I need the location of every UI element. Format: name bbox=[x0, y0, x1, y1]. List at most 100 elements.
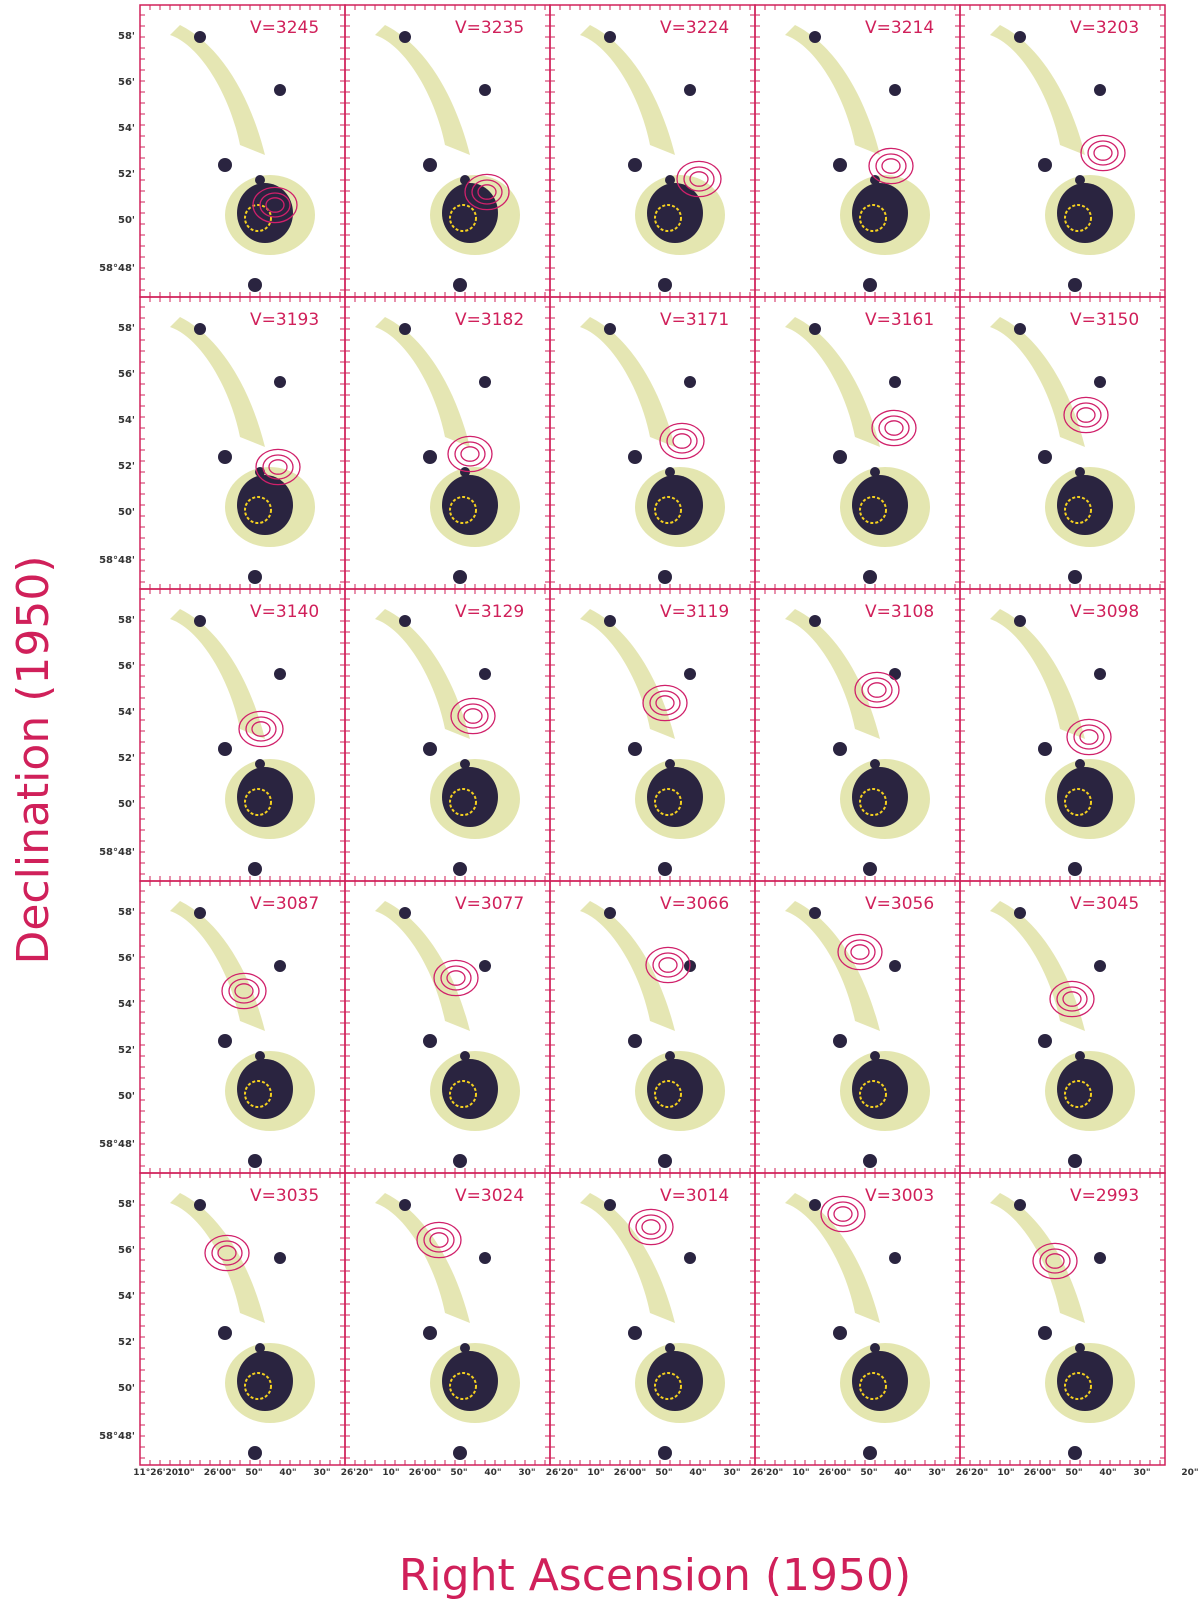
star bbox=[1068, 1154, 1082, 1168]
panel: V=3077 bbox=[345, 881, 550, 1173]
y-tick-label: 54' bbox=[118, 123, 135, 134]
panel-label: V=3056 bbox=[865, 894, 934, 914]
star bbox=[453, 862, 467, 876]
y-tick-label: 52' bbox=[118, 753, 135, 764]
hi-contour bbox=[1077, 408, 1095, 422]
star bbox=[628, 450, 642, 464]
panel-frame bbox=[960, 297, 1165, 589]
star bbox=[1038, 742, 1052, 756]
star bbox=[809, 615, 821, 627]
galaxy-tail bbox=[580, 609, 675, 739]
hi-contour bbox=[659, 958, 677, 972]
galaxy-tail bbox=[580, 317, 675, 447]
star bbox=[248, 570, 262, 584]
star bbox=[870, 467, 880, 477]
star bbox=[870, 759, 880, 769]
star bbox=[399, 31, 411, 43]
hi-contour bbox=[882, 159, 900, 173]
hi-contour bbox=[828, 1202, 858, 1226]
star bbox=[274, 376, 286, 388]
y-tick-label: 58°48' bbox=[99, 555, 135, 566]
panel-label: V=3140 bbox=[250, 602, 319, 622]
hi-contour bbox=[1088, 141, 1118, 165]
panel-label: V=3035 bbox=[250, 1186, 319, 1206]
galaxy-tail bbox=[170, 317, 265, 447]
galaxy-tail bbox=[170, 1193, 265, 1323]
star bbox=[479, 668, 491, 680]
y-tick-label: 58' bbox=[118, 31, 135, 42]
x-tick-label: 26'00" bbox=[204, 1468, 237, 1478]
y-tick-label: 54' bbox=[118, 1291, 135, 1302]
star bbox=[479, 960, 491, 972]
star bbox=[423, 158, 437, 172]
star bbox=[479, 84, 491, 96]
star bbox=[870, 1051, 880, 1061]
panel-label: V=3129 bbox=[455, 602, 524, 622]
hi-contour bbox=[455, 442, 485, 466]
star bbox=[1075, 1343, 1085, 1353]
y-tick-label: 54' bbox=[118, 415, 135, 426]
hi-contour bbox=[834, 1207, 852, 1221]
y-tick-label: 52' bbox=[118, 169, 135, 180]
star bbox=[1075, 1051, 1085, 1061]
x-tick-label: 26'00" bbox=[614, 1468, 647, 1478]
star bbox=[1038, 158, 1052, 172]
star bbox=[658, 570, 672, 584]
panel-label: V=3161 bbox=[865, 310, 934, 330]
x-tick-label: 50" bbox=[245, 1468, 262, 1478]
hi-contour bbox=[885, 421, 903, 435]
hi-contour bbox=[868, 683, 886, 697]
panel-label: V=3182 bbox=[455, 310, 524, 330]
x-tick-label: 10" bbox=[382, 1468, 399, 1478]
panel-frame bbox=[755, 881, 960, 1173]
panel-frame bbox=[140, 5, 345, 297]
y-tick-label: 58°48' bbox=[99, 1431, 135, 1442]
y-tick-label: 50' bbox=[118, 799, 135, 810]
galaxy-tail bbox=[785, 317, 880, 447]
star bbox=[833, 1034, 847, 1048]
x-tick-label: 50" bbox=[860, 1468, 877, 1478]
panel-label: V=3245 bbox=[250, 18, 319, 38]
star bbox=[833, 450, 847, 464]
panel-label: V=3150 bbox=[1070, 310, 1139, 330]
star bbox=[889, 84, 901, 96]
panel-label: V=3098 bbox=[1070, 602, 1139, 622]
star bbox=[658, 1154, 672, 1168]
x-tick-label: 40" bbox=[1099, 1468, 1116, 1478]
hi-contour bbox=[1074, 725, 1104, 749]
star bbox=[218, 450, 232, 464]
panel: V=3161 bbox=[755, 297, 960, 589]
panel-frame bbox=[345, 5, 550, 297]
panel-label: V=3077 bbox=[455, 894, 524, 914]
star bbox=[604, 1199, 616, 1211]
hi-contour bbox=[1071, 403, 1101, 427]
panel: V=3214 bbox=[755, 5, 960, 297]
panel-frame bbox=[140, 589, 345, 881]
galaxy-tail bbox=[375, 25, 470, 155]
star bbox=[809, 323, 821, 335]
x-tick-label: 26'00" bbox=[1024, 1468, 1057, 1478]
panel-label: V=3214 bbox=[865, 18, 934, 38]
star bbox=[863, 570, 877, 584]
panel: V=3003 bbox=[755, 1173, 960, 1465]
star bbox=[423, 450, 437, 464]
star bbox=[194, 323, 206, 335]
hi-contour bbox=[642, 1220, 660, 1234]
star bbox=[658, 278, 672, 292]
star bbox=[684, 376, 696, 388]
y-tick-label: 56' bbox=[118, 369, 135, 380]
star bbox=[479, 376, 491, 388]
figure: Declination (1950) Right Ascension (1950… bbox=[0, 0, 1201, 1614]
panel-label: V=3171 bbox=[660, 310, 729, 330]
hi-contour bbox=[1094, 146, 1112, 160]
panel-frame bbox=[140, 297, 345, 589]
hi-contour bbox=[653, 953, 683, 977]
star bbox=[248, 862, 262, 876]
hi-contour bbox=[862, 678, 892, 702]
star bbox=[453, 1446, 467, 1460]
panel-frame bbox=[755, 297, 960, 589]
panel: V=3140 bbox=[140, 589, 345, 881]
panel-frame bbox=[140, 881, 345, 1173]
star bbox=[1094, 1252, 1106, 1264]
star bbox=[399, 615, 411, 627]
